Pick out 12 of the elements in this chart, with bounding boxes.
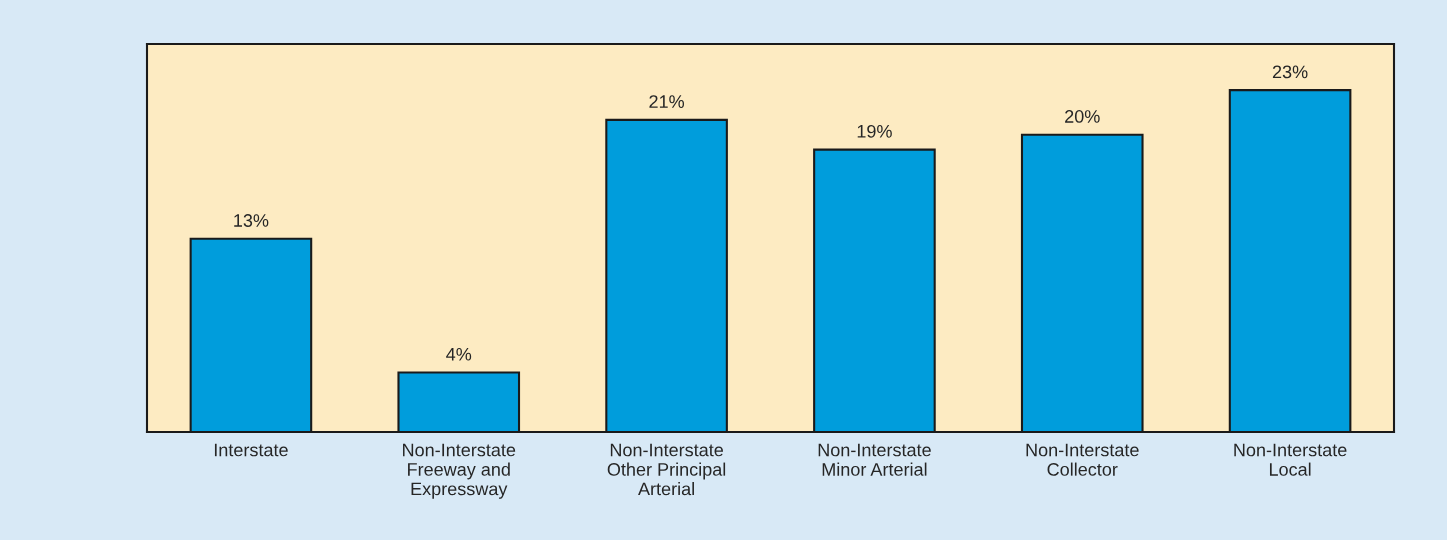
x-tick-label: Non-Interstate Other Principal Arterial <box>607 443 726 496</box>
data-label: 13% <box>234 214 269 227</box>
data-label: 19% <box>857 124 892 138</box>
x-tick-label: Non-Interstate Collector <box>1026 443 1139 476</box>
data-label: 23% <box>1272 65 1308 79</box>
data-label: 4% <box>446 347 472 361</box>
x-tick-label: Non-Interstate Minor Arterial <box>818 443 931 476</box>
x-tick-label: Interstate <box>214 443 288 457</box>
data-label: 21% <box>649 95 685 108</box>
x-tick-label: Non-Interstate Local <box>1234 443 1347 476</box>
x-tick-label: Non-Interstate Freeway and Expressway <box>403 443 516 499</box>
data-label: 20% <box>1065 110 1100 123</box>
